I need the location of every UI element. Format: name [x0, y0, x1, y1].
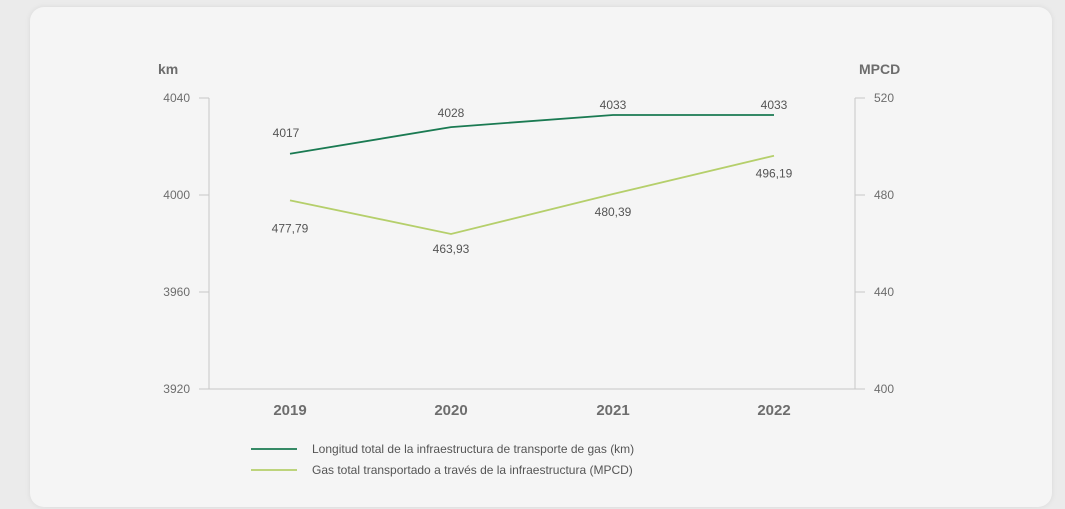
chart-card	[30, 7, 1052, 507]
series-gas-line	[289, 154, 775, 235]
data-label: 4017	[273, 126, 300, 140]
left-tick-label: 4040	[163, 91, 190, 105]
right-tick-label: 440	[874, 285, 894, 299]
data-label: 480,39	[595, 205, 632, 219]
right-tick-label: 480	[874, 188, 894, 202]
data-label: 477,79	[272, 221, 309, 235]
legend-label: Gas total transportado a través de la in…	[312, 463, 633, 477]
legend-label: Longitud total de la infraestructura de …	[312, 442, 634, 456]
data-label: 463,93	[433, 242, 470, 256]
x-category-label: 2019	[273, 402, 306, 419]
right-tick-label: 400	[874, 382, 894, 396]
x-category-label: 2021	[596, 402, 629, 419]
x-category-label: 2022	[757, 402, 790, 419]
left-tick-label: 4000	[163, 188, 190, 202]
left-axis-title: km	[158, 61, 178, 77]
data-label: 4033	[600, 98, 627, 112]
right-axis-title: MPCD	[859, 61, 900, 77]
data-label: 4028	[438, 106, 465, 120]
data-label: 4033	[761, 98, 788, 112]
x-category-label: 2020	[434, 402, 467, 419]
right-tick-label: 520	[874, 91, 894, 105]
left-tick-label: 3960	[163, 285, 190, 299]
series-length-line	[289, 114, 774, 155]
data-label: 496,19	[756, 167, 793, 181]
left-tick-label: 3920	[163, 382, 190, 396]
